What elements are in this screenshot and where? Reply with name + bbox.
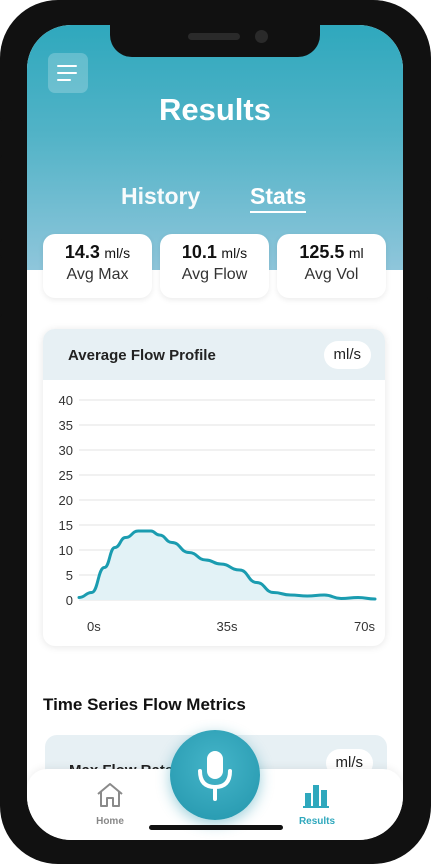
volume-down-button	[0, 255, 2, 317]
bar-chart-icon	[303, 785, 329, 808]
volume-up-button	[0, 180, 2, 242]
record-button[interactable]	[170, 730, 260, 820]
stat-value: 10.1	[181, 242, 217, 262]
x-tick-label: 35s	[217, 619, 238, 634]
x-tick-label: 0s	[87, 619, 101, 634]
power-button	[427, 200, 431, 300]
y-tick-label: 35	[59, 418, 73, 433]
stat-label: Avg Vol	[304, 266, 359, 283]
stat-value: 125.5	[299, 242, 345, 262]
phone-notch	[110, 25, 320, 57]
flow-line	[77, 529, 377, 601]
stat-unit: ml/s	[104, 245, 131, 261]
y-tick-label: 40	[59, 393, 73, 408]
menu-button[interactable]	[48, 53, 88, 93]
menu-icon-line	[57, 72, 77, 74]
speaker-grille	[188, 33, 240, 40]
y-tick-label: 10	[59, 543, 73, 558]
y-tick-label: 25	[59, 468, 73, 483]
y-tick-label: 20	[59, 493, 73, 508]
nav-home-label: Home	[96, 816, 124, 827]
nav-home[interactable]: Home	[75, 781, 145, 827]
nav-results[interactable]: Results	[282, 781, 352, 827]
y-tick-label: 15	[59, 518, 73, 533]
stat-label: Avg Max	[66, 266, 129, 283]
stat-unit: ml	[348, 245, 364, 261]
phone-screen: Results History Stats 14.3 ml/s Avg Max …	[27, 25, 403, 840]
stat-card-avg-vol: 125.5 ml Avg Vol	[277, 234, 386, 298]
x-tick-label: 70s	[354, 619, 375, 634]
nav-results-label: Results	[298, 816, 336, 827]
flow-profile-chart: 0 5 10 15 20 25 30 35 40 0s 35s 70s	[59, 393, 377, 634]
stat-unit: ml/s	[221, 245, 248, 261]
stat-card-avg-flow: 10.1 ml/s Avg Flow	[160, 234, 269, 298]
flow-profile-card: Average Flow Profile ml/s 0 5 10 15 20 25 30 35…	[43, 329, 385, 646]
front-camera	[255, 30, 268, 43]
stat-value: 14.3	[64, 242, 100, 262]
menu-icon	[57, 65, 77, 67]
header-background	[27, 25, 403, 270]
chart-card-header: Average Flow Profile ml/s	[43, 329, 385, 380]
y-tick-label: 0	[66, 593, 73, 608]
page-title: Results	[159, 92, 271, 127]
home-indicator	[149, 825, 283, 830]
menu-icon-line	[57, 79, 71, 81]
mute-switch	[0, 118, 2, 158]
home-icon	[97, 783, 123, 807]
microphone-icon	[198, 751, 232, 801]
section-title: Time Series Flow Metrics	[43, 695, 246, 714]
stat-card-avg-max: 14.3 ml/s Avg Max	[43, 234, 152, 298]
stat-label: Avg Flow	[181, 266, 248, 283]
unit-toggle[interactable]: ml/s	[323, 341, 371, 369]
y-tick-label: 5	[66, 568, 73, 583]
tab-stats[interactable]: Stats	[250, 183, 307, 213]
y-tick-label: 30	[59, 443, 73, 458]
tab-history[interactable]: History	[121, 183, 201, 209]
chart-title: Average Flow Profile	[68, 347, 216, 364]
